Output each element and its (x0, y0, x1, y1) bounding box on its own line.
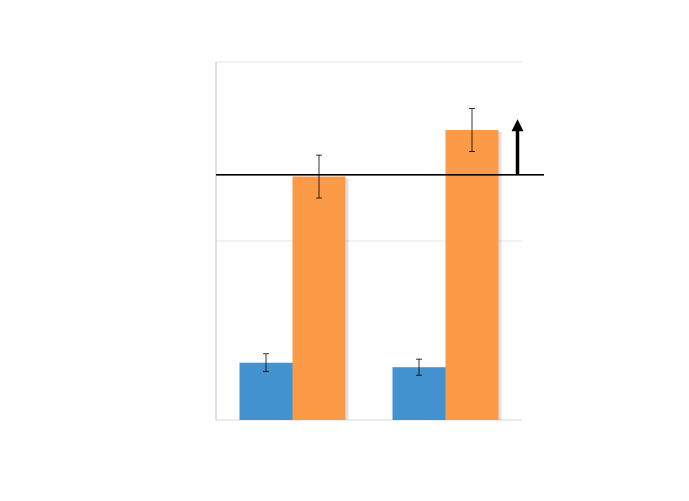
bar (292, 176, 346, 420)
up-arrow-annotation (511, 119, 524, 175)
arrow-head (511, 119, 524, 132)
bar (392, 367, 446, 420)
bar-group (239, 130, 502, 420)
bar (239, 362, 293, 420)
bar (445, 130, 499, 420)
error-bar-group (263, 108, 475, 376)
